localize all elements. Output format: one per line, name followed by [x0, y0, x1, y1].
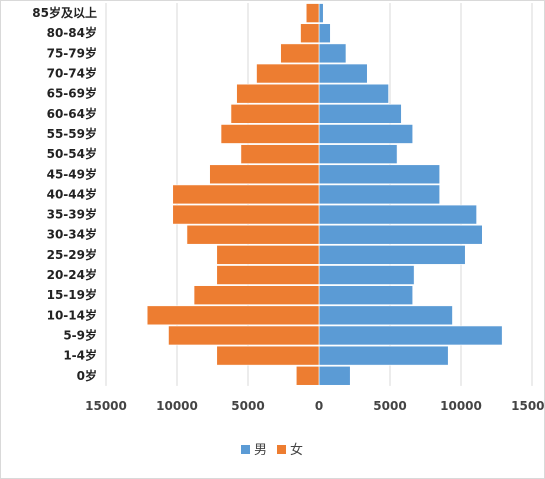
bar-male-17 [318, 23, 331, 44]
x-tick-label: 5000 [373, 399, 406, 413]
category-label: 0岁 [77, 368, 97, 383]
category-label: 1-4岁 [63, 348, 97, 363]
category-label: 35-39岁 [47, 207, 97, 222]
category-label: 60-64岁 [47, 106, 97, 121]
bar-female-1 [216, 345, 320, 366]
category-label: 5-9岁 [63, 327, 97, 342]
category-label: 45-49岁 [47, 166, 97, 181]
category-label: 40-44岁 [47, 186, 97, 201]
bar-female-17 [300, 23, 320, 44]
category-label: 30-34岁 [47, 227, 97, 242]
bar-male-18 [318, 3, 324, 23]
bar-male-8 [318, 204, 477, 225]
bar-male-6 [318, 245, 466, 265]
bar-male-1 [318, 345, 449, 366]
category-label: 85岁及以上 [32, 5, 97, 20]
x-tick-label: 0 [315, 399, 323, 413]
bar-female-15 [256, 63, 320, 84]
bar-male-2 [318, 325, 503, 346]
category-label: 80-84岁 [47, 25, 97, 40]
bar-female-5 [216, 265, 320, 285]
bar-male-10 [318, 164, 440, 185]
x-tick-label: 5000 [231, 399, 264, 413]
bar-female-18 [305, 3, 320, 23]
x-tick-label: 10000 [156, 399, 198, 413]
legend: 男女 [241, 442, 303, 458]
bar-male-4 [318, 285, 414, 305]
bar-male-11 [318, 144, 398, 164]
x-tick-label: 15000 [511, 399, 544, 413]
x-axis-tick-labels: 15000 10000 5000 0 5000 10000 15000 [85, 399, 544, 413]
category-label: 25-29岁 [47, 247, 97, 262]
legend-swatch [241, 445, 250, 454]
bar-female-6 [216, 245, 320, 265]
category-label: 50-54岁 [47, 146, 97, 161]
bar-male-16 [318, 43, 347, 64]
bar-female-16 [280, 43, 320, 64]
category-label: 65-69岁 [47, 86, 97, 101]
bar-female-0 [295, 365, 320, 386]
bar-female-4 [193, 285, 320, 305]
bar-male-3 [318, 305, 453, 326]
category-labels: 0岁 1-4岁 5-9岁 10-14岁 15-19岁 20-24岁 25-29岁 30-34岁… [32, 5, 97, 383]
bar-male-9 [318, 184, 440, 205]
bars [146, 3, 503, 386]
bar-female-14 [236, 83, 320, 104]
category-label: 55-59岁 [47, 126, 97, 141]
bar-male-5 [318, 265, 415, 285]
bar-male-12 [318, 124, 414, 144]
x-tick-label: 15000 [85, 399, 127, 413]
bar-female-3 [146, 305, 320, 326]
bar-male-13 [318, 104, 402, 124]
bar-female-13 [230, 104, 320, 124]
legend-swatch [277, 445, 286, 454]
category-label: 20-24岁 [47, 267, 97, 282]
bar-female-8 [172, 204, 320, 225]
bar-male-0 [318, 365, 351, 386]
x-tick-label: 10000 [440, 399, 482, 413]
bar-female-11 [240, 144, 320, 164]
legend-label: 女 [290, 442, 303, 458]
bar-female-10 [209, 164, 320, 185]
bar-male-15 [318, 63, 368, 84]
category-label: 70-74岁 [47, 66, 97, 81]
legend-label: 男 [254, 443, 267, 458]
category-label: 75-79岁 [47, 45, 97, 60]
bar-female-2 [168, 325, 320, 346]
category-label: 10-14岁 [47, 307, 97, 322]
bar-female-12 [220, 124, 320, 144]
bar-male-7 [318, 224, 483, 245]
category-label: 15-19岁 [47, 287, 97, 302]
bar-male-14 [318, 83, 389, 104]
bar-female-7 [186, 224, 320, 245]
bar-female-9 [172, 184, 320, 205]
